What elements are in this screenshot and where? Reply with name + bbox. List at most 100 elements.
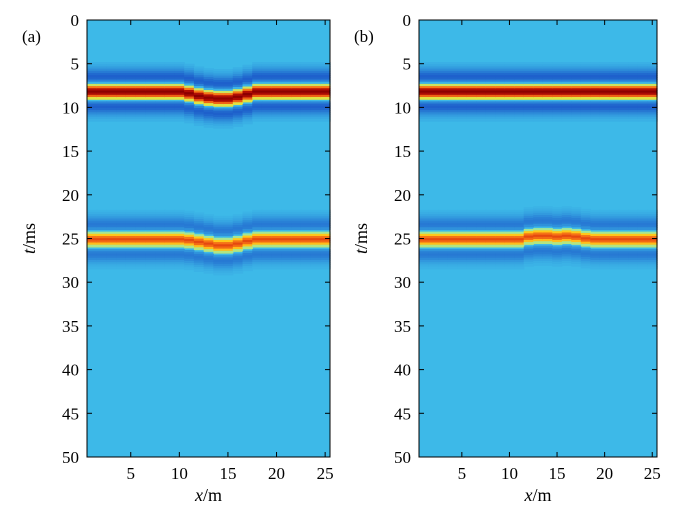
heatmap-cell xyxy=(419,83,430,87)
heatmap-cell xyxy=(476,114,487,118)
heatmap-cell xyxy=(466,244,477,248)
heatmap-cell xyxy=(571,107,582,111)
heatmap-cell xyxy=(428,214,439,217)
heatmap-cell xyxy=(438,253,449,257)
heatmap-cell xyxy=(618,64,630,68)
heatmap-cell xyxy=(428,112,439,116)
heatmap-cell xyxy=(96,251,108,255)
heatmap-cell xyxy=(580,112,591,116)
heatmap-cell xyxy=(561,219,572,223)
heatmap-cell xyxy=(116,116,127,120)
heatmap-cell xyxy=(184,65,195,69)
heatmap-cell xyxy=(571,116,582,120)
heatmap-cell xyxy=(428,94,439,98)
heatmap-cell xyxy=(155,94,166,98)
heatmap-cell xyxy=(96,64,108,68)
heatmap-cell xyxy=(628,264,639,268)
heatmap-cell xyxy=(252,251,263,255)
heatmap-cell xyxy=(609,231,620,235)
heatmap-cell xyxy=(542,256,553,260)
heatmap-cell xyxy=(618,90,630,94)
heatmap-cell xyxy=(252,66,263,70)
heatmap-cell xyxy=(419,231,430,235)
heatmap-cell xyxy=(184,96,195,100)
heatmap-cell xyxy=(457,214,468,217)
heatmap-cell xyxy=(504,81,515,85)
heatmap-cell xyxy=(647,235,658,239)
heatmap-cell xyxy=(542,214,553,218)
heatmap-cell xyxy=(419,211,430,215)
heatmap-cell xyxy=(571,81,582,85)
heatmap-cell xyxy=(438,260,449,263)
heatmap-cell xyxy=(135,251,146,255)
heatmap-cell xyxy=(145,110,156,113)
heatmap-cell xyxy=(106,211,117,215)
heatmap-cell xyxy=(447,262,458,265)
heatmap-cell xyxy=(261,260,273,263)
heatmap-cell xyxy=(155,225,166,228)
heatmap-cell xyxy=(116,103,127,107)
heatmap-cell xyxy=(495,227,506,231)
heatmap-cell xyxy=(599,64,610,68)
heatmap-cell xyxy=(647,88,658,92)
heatmap-cell xyxy=(476,218,487,222)
heatmap-cell xyxy=(514,64,525,68)
heatmap-cell xyxy=(542,221,553,225)
heatmap-cell xyxy=(193,264,205,268)
heatmap-cell xyxy=(580,224,591,227)
heatmap-cell xyxy=(87,266,98,270)
heatmap-cell xyxy=(628,77,639,81)
heatmap-cell xyxy=(164,72,176,76)
heatmap-cell xyxy=(561,62,572,65)
heatmap-cell xyxy=(495,216,506,220)
heatmap-cell xyxy=(213,93,224,96)
heatmap-cell xyxy=(495,81,506,85)
heatmap-cell xyxy=(523,235,534,239)
heatmap-cell xyxy=(232,242,244,246)
heatmap-cell xyxy=(485,231,496,235)
heatmap-cell xyxy=(485,255,496,259)
heatmap-cell xyxy=(457,79,468,83)
heatmap-cell xyxy=(174,253,185,257)
heatmap-cell xyxy=(271,92,282,96)
heatmap-cell xyxy=(466,257,477,261)
heatmap-cell xyxy=(291,62,302,65)
heatmap-cell xyxy=(466,94,477,98)
heatmap-cell xyxy=(552,90,563,94)
heatmap-cell xyxy=(232,106,244,110)
heatmap-cell xyxy=(533,214,544,218)
heatmap-cell xyxy=(476,72,487,76)
heatmap-cell xyxy=(599,81,610,85)
heatmap-cell xyxy=(504,88,515,92)
heatmap-cell xyxy=(87,216,98,220)
heatmap-cell xyxy=(637,72,649,76)
heatmap-cell xyxy=(419,70,430,74)
heatmap-cell xyxy=(232,238,244,241)
heatmap-cell xyxy=(310,218,321,222)
heatmap-cell xyxy=(213,263,224,267)
heatmap-cell xyxy=(590,262,601,265)
heatmap-cell xyxy=(135,266,146,270)
heatmap-cell xyxy=(155,244,166,248)
heatmap-cell xyxy=(457,262,468,265)
heatmap-cell xyxy=(193,253,205,257)
heatmap-cell xyxy=(428,118,439,122)
heatmap-cell xyxy=(164,101,176,105)
heatmap-cell xyxy=(213,123,224,127)
heatmap-cell xyxy=(320,94,331,98)
heatmap-cell xyxy=(252,118,263,122)
heatmap-cell xyxy=(203,220,214,224)
heatmap-cell xyxy=(590,231,601,235)
heatmap-cell xyxy=(476,220,487,224)
heatmap-cell xyxy=(476,66,487,70)
heatmap-cell xyxy=(223,250,234,254)
heatmap-cell xyxy=(428,72,439,76)
heatmap-cell xyxy=(184,265,195,269)
heatmap-trace xyxy=(504,62,515,270)
heatmap-cell xyxy=(476,235,487,239)
heatmap-cell xyxy=(495,72,506,76)
y-tick-label: 45 xyxy=(62,404,79,423)
heatmap-cell xyxy=(609,216,620,220)
heatmap-cell xyxy=(561,66,572,70)
heatmap-cell xyxy=(135,64,146,68)
